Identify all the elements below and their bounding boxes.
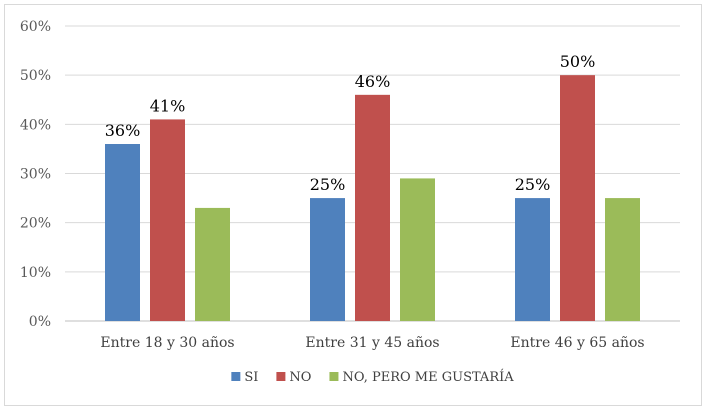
bar-no-1: [150, 119, 185, 322]
legend-label: NO, PERO ME GUSTARÍA: [342, 369, 514, 385]
bars: [105, 75, 640, 322]
legend-label: NO: [289, 370, 311, 385]
bar-no-3: [560, 75, 595, 322]
legend-item: NO: [276, 370, 311, 385]
x-category-label: Entre 46 y 65 años: [510, 335, 644, 351]
y-tick-label: 0%: [29, 314, 51, 330]
legend-swatch: [231, 372, 241, 381]
bar-si-2: [310, 198, 345, 321]
bar-si-3: [515, 198, 550, 321]
bar-si-1: [105, 144, 140, 321]
y-tick-label: 50%: [20, 68, 51, 84]
y-tick-label: 30%: [20, 167, 51, 183]
data-label: 25%: [310, 175, 346, 194]
x-category-label: Entre 18 y 30 años: [100, 335, 234, 351]
legend: SI NO NO, PERO ME GUSTARÍA: [231, 369, 514, 385]
legend-swatch: [329, 372, 339, 381]
bar-no-2: [355, 94, 390, 321]
legend-swatch: [276, 372, 286, 381]
legend-item: SI: [231, 370, 258, 385]
y-tick-label: 10%: [20, 265, 51, 281]
y-tick-label: 60%: [20, 19, 51, 35]
data-labels: 36% 41% 25% 46% 25% 50%: [105, 52, 596, 194]
data-label: 46%: [355, 72, 391, 91]
y-tick-label: 20%: [20, 216, 51, 232]
y-tick-label: 40%: [20, 117, 51, 133]
legend-item: NO, PERO ME GUSTARÍA: [329, 369, 514, 385]
legend-label: SI: [244, 370, 258, 385]
data-label: 41%: [150, 96, 186, 115]
y-axis: 0% 10% 20% 30% 40% 50% 60%: [20, 19, 51, 330]
data-label: 50%: [560, 52, 596, 71]
bar-no-pero-me-gustar-a-3: [605, 198, 640, 321]
x-category-label: Entre 31 y 45 años: [305, 335, 439, 351]
data-label: 36%: [105, 121, 141, 140]
x-axis: Entre 18 y 30 años Entre 31 y 45 años Entr…: [100, 335, 644, 351]
data-label: 25%: [515, 175, 551, 194]
bar-no-pero-me-gustar-a-2: [400, 178, 435, 321]
bar-no-pero-me-gustar-a-1: [195, 207, 230, 321]
